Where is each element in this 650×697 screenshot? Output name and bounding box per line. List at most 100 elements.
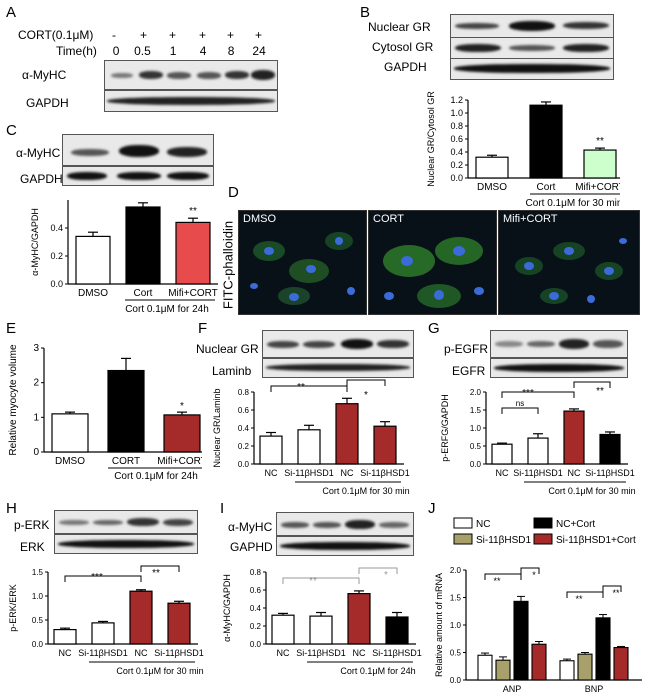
category-label: Mifi+CORT [168, 288, 218, 299]
blot-image [104, 60, 278, 90]
category-label: CORT [112, 456, 140, 467]
panel-f-letter: F [198, 320, 208, 337]
condition-label: Cort 0.1μM for 30 min [548, 486, 635, 496]
category-label: Si-11βHSD1 [154, 648, 204, 658]
significance-bracket [282, 577, 360, 584]
blot-image [104, 90, 278, 112]
bar [75, 235, 111, 285]
legend-swatch [533, 533, 553, 545]
bar [167, 602, 191, 645]
condition-label: Cort 0.1μM for 30 min [116, 666, 203, 676]
blot-image [276, 512, 414, 536]
category-label: Si-11βHSD1 [585, 468, 635, 478]
y-axis-label: Relative amount of mRNA [434, 573, 444, 677]
panel-h-letter: H [6, 500, 17, 517]
legend-label: NC [476, 519, 490, 530]
blot-row-label: GAPDH [384, 60, 427, 74]
significance-bracket [501, 407, 539, 414]
category-label: BNP [585, 684, 604, 694]
y-tick-label: 1.2 [450, 95, 463, 105]
category-label: Si-11βHSD1 [372, 648, 422, 658]
panel-e-letter: E [6, 320, 17, 337]
cort-sign: + [140, 28, 148, 42]
significance-marker: *** [522, 388, 534, 399]
y-tick-label: 0.0 [250, 640, 262, 649]
chart-e: 0 1 2 3 DMSO CORT Mifi+CORT Relative myocyte vo… [8, 343, 202, 482]
significance-bracket [270, 385, 348, 392]
y-tick-label: 0.0 [238, 460, 250, 469]
condition-label: Cort 0.1μM for 24h [340, 666, 415, 676]
blot-image [262, 358, 414, 378]
fitc-phalloidin-label: FITC-phalloidin [220, 220, 236, 310]
bar [271, 614, 295, 645]
category-label: NC [496, 468, 509, 478]
blot-row-label: Cytosol GR [372, 40, 434, 54]
significance-marker: ns [516, 399, 524, 408]
time-value: 1 [169, 44, 177, 58]
cort-sign: + [169, 28, 177, 42]
significance-marker: ** [596, 386, 604, 397]
condition-label: Cort 0.1μM for 30 min [526, 198, 620, 209]
category-label: DMSO [78, 288, 108, 299]
panel-a-letter: A [6, 4, 17, 21]
y-tick-label: 0.0 [450, 173, 463, 183]
condition-label: Cort 0.1μM for 24h [125, 304, 209, 315]
bar [495, 659, 511, 681]
y-tick-label: 1.0 [32, 592, 44, 601]
category-label: Si-11βHSD1 [78, 648, 128, 658]
category-label: DMSO [55, 456, 85, 467]
panel-g-letter: G [428, 320, 440, 337]
bar [559, 660, 575, 681]
category-label: NC [277, 648, 290, 658]
time-value: 4 [199, 44, 207, 58]
y-axis-label: Nuclear GR/Laminb [212, 388, 222, 467]
bar [563, 410, 585, 465]
bar [335, 403, 359, 465]
significance-bracket [602, 585, 622, 592]
blot-row-label: ERK [20, 540, 45, 554]
blot-row-label: α-MyHC [16, 146, 61, 160]
cort-sign: + [227, 28, 235, 42]
y-tick-label: 0.5 [470, 442, 482, 451]
bar [527, 437, 549, 465]
significance-marker: ** [596, 136, 604, 147]
y-tick-label: 2.0 [450, 566, 462, 575]
micrograph: Mifi+CORT [498, 210, 640, 315]
blot-row-label: GAPDH [26, 96, 69, 110]
condition-label: Cort 0.1μM for 30 min [322, 486, 409, 496]
blot-image [490, 330, 628, 358]
y-tick-label: 1.5 [32, 568, 44, 577]
blot-row-label: EGFR [452, 364, 486, 378]
significance-marker: ** [575, 594, 583, 604]
blot-image [62, 134, 214, 166]
y-tick-label: 0.2 [238, 442, 250, 451]
category-label: NC [568, 468, 581, 478]
category-label: Cort [134, 288, 153, 299]
y-tick-label: 0.5 [450, 649, 462, 658]
micrograph: DMSO [238, 210, 367, 315]
chart-h: 0.0 0.5 1.0 1.5 NC Si-11βHSD1 NC Si-11βHSD1 p-ER… [8, 565, 204, 676]
bar [259, 435, 283, 465]
significance-marker: * [532, 570, 536, 580]
bar [373, 425, 397, 465]
legend-swatch [453, 533, 473, 545]
y-tick-label: 0.4 [450, 147, 463, 157]
y-axis-label: α-MyHC/GAPDH [30, 208, 40, 276]
significance-marker: ** [309, 576, 317, 587]
category-label: NC [265, 468, 278, 478]
panel-i-letter: I [220, 500, 225, 517]
category-label: NC [135, 648, 148, 658]
y-axis-label: p-ERFG/GAPDH [440, 394, 450, 462]
time-value: 24 [252, 44, 266, 58]
significance-bracket [520, 567, 540, 574]
chart-b: 0.0 0.2 0.4 0.6 0.8 1.0 1.2 DMSO Cort Mifi+CORT Nu… [426, 91, 620, 209]
significance-bracket [64, 575, 142, 582]
chart-g: 0.0 0.5 1.0 1.5 2.0 NC Si-11βHSD1 NC Si-11βHSD1 p… [440, 381, 636, 496]
bar [107, 369, 145, 453]
bar [385, 616, 409, 645]
bar [529, 104, 563, 179]
y-tick-label: 1.0 [450, 621, 462, 630]
chart-j: 0.0 0.5 1.0 1.5 2.0 Relative amount of mRNA AN… [434, 517, 642, 694]
blot-image [54, 534, 198, 554]
y-tick-label: 0.2 [50, 251, 63, 261]
